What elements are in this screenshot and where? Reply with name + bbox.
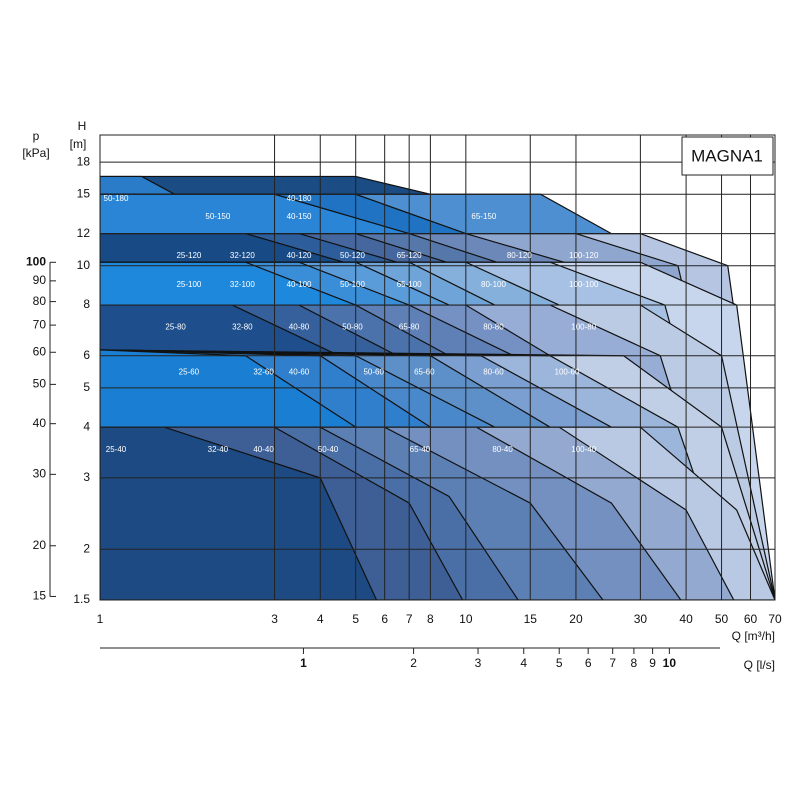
region-label: 100-100: [569, 280, 599, 289]
region-label: 32-100: [230, 280, 255, 289]
region-label: 50-60: [363, 368, 384, 377]
y-tick-label: 3: [83, 470, 90, 484]
y2-tick-label: 80: [33, 294, 47, 308]
region-label: 100-40: [571, 445, 596, 454]
x2-tick-label: 10: [663, 656, 677, 670]
region-label: 25-120: [176, 251, 201, 260]
y2-tick-label: 70: [33, 317, 47, 331]
y2-tick-label: 60: [33, 344, 47, 358]
region-label: 32-120: [230, 251, 255, 260]
y-tick-label: 1.5: [73, 592, 90, 606]
region-label: 65-40: [410, 445, 431, 454]
region-label: 25-40: [106, 445, 127, 454]
y2-label: p: [33, 129, 40, 143]
x-tick-label: 50: [715, 612, 729, 626]
region-label: 25-60: [179, 368, 200, 377]
region-label: 65-60: [414, 368, 435, 377]
y-tick-label: 6: [83, 348, 90, 362]
x2-tick-label: 1: [300, 656, 307, 670]
x-tick-label: 40: [679, 612, 693, 626]
region-label: 80-60: [483, 368, 504, 377]
region-label: 80-120: [507, 251, 532, 260]
x-tick-label: 60: [744, 612, 758, 626]
x-tick-label: 7: [406, 612, 413, 626]
y2-tick-label: 50: [33, 377, 47, 391]
y2-tick-label: 90: [33, 273, 47, 287]
y-tick-label: 8: [83, 297, 90, 311]
x2-label: Q [l/s]: [744, 658, 775, 672]
region-label: 100-80: [571, 323, 596, 332]
region-label: 40-150: [287, 212, 312, 221]
x2-tick-label: 8: [631, 656, 638, 670]
x-tick-label: 4: [317, 612, 324, 626]
y-tick-label: 5: [83, 380, 90, 394]
region-label: 80-100: [481, 280, 506, 289]
y-label: [m]: [70, 137, 87, 151]
y2-tick-label: 40: [33, 416, 47, 430]
x2-tick-label: 7: [609, 656, 616, 670]
region-label: 50-80: [342, 323, 363, 332]
region-label: 25-80: [165, 323, 186, 332]
region-label: 40-100: [287, 280, 312, 289]
x-tick-label: 3: [271, 612, 278, 626]
x-tick-label: 6: [381, 612, 388, 626]
y2-tick-label: 20: [33, 538, 47, 552]
annotation: MAGNA1: [691, 146, 763, 165]
y-tick-label: 10: [77, 258, 91, 272]
y-tick-label: 2: [83, 541, 90, 555]
y-label: H: [78, 119, 87, 133]
x-tick-label: 8: [427, 612, 434, 626]
x2-tick-label: 9: [649, 656, 656, 670]
x-tick-label: 1: [97, 612, 104, 626]
region-label: 40-40: [253, 445, 274, 454]
region-label: 50-150: [205, 212, 230, 221]
y-tick-label: 12: [77, 226, 91, 240]
x-tick-label: 5: [352, 612, 359, 626]
region-label: 65-100: [397, 280, 422, 289]
x-tick-label: 70: [768, 612, 782, 626]
region-label: 32-40: [208, 445, 229, 454]
region-label: 50-100: [340, 280, 365, 289]
region-label: 32-80: [232, 323, 253, 332]
region-label: 40-60: [289, 368, 310, 377]
y2-tick-label: 15: [33, 589, 47, 603]
region-label: 25-100: [176, 280, 201, 289]
region-label: 40-80: [289, 323, 310, 332]
regions: [100, 175, 775, 600]
x2-tick-label: 4: [520, 656, 527, 670]
plot-frame: [99, 134, 776, 601]
y-tick-label: 18: [77, 154, 91, 168]
annotation-box: [681, 136, 774, 176]
region-label: 80-40: [492, 445, 513, 454]
region-label: 50-40: [318, 445, 339, 454]
y2-label: [kPa]: [22, 146, 49, 160]
region-label: 100-60: [555, 368, 580, 377]
region-labels: 40-180 50-180 65-150 40-150 50-150 100-120 80-…: [104, 194, 599, 454]
region-label: 65-120: [397, 251, 422, 260]
region-label: 80-80: [483, 323, 504, 332]
x2-tick-label: 6: [585, 656, 592, 670]
y-tick-label: 4: [83, 419, 90, 433]
x-tick-label: 20: [569, 612, 583, 626]
x-tick-label: 30: [634, 612, 648, 626]
region-label: 65-80: [399, 323, 420, 332]
region-label: 100-120: [569, 251, 599, 260]
region-label: 50-180: [104, 194, 129, 203]
region-label: 40-180: [287, 194, 312, 203]
y2-tick-label: 100: [26, 254, 46, 268]
x-label: Q [m³/h]: [732, 629, 775, 643]
y-tick-label: 15: [77, 186, 91, 200]
y2-tick-label: 30: [33, 467, 47, 481]
region-label: 50-120: [340, 251, 365, 260]
x2-tick-label: 3: [475, 656, 482, 670]
region-label: 65-150: [471, 212, 496, 221]
x-tick-label: 10: [459, 612, 473, 626]
region-label: 40-120: [287, 251, 312, 260]
x-tick-label: 15: [524, 612, 538, 626]
region-label: 32-60: [253, 368, 274, 377]
x2-tick-label: 5: [556, 656, 563, 670]
x2-tick-label: 2: [410, 656, 417, 670]
